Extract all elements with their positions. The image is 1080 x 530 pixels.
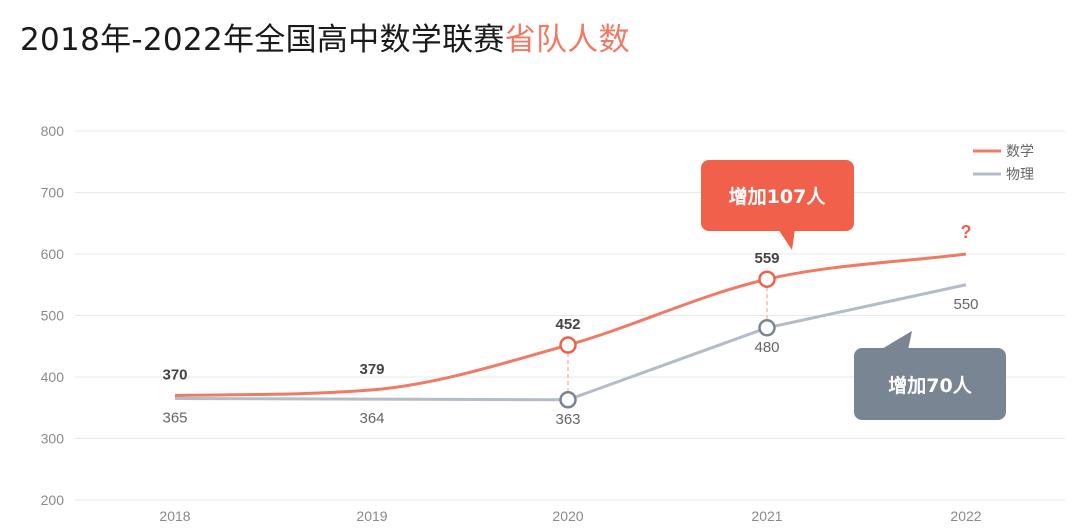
y-tick-500: 500 [41, 308, 65, 324]
physics-point-2020 [559, 391, 577, 409]
title-highlight: 省队人数 [504, 22, 630, 58]
physics-label-2020: 363 [555, 411, 580, 428]
callout-math: 增加107人 [701, 160, 854, 250]
math-label-2018: 370 [162, 366, 187, 383]
legend-label-math: 数学 [1006, 144, 1034, 160]
x-tick-2019: 2019 [356, 508, 387, 524]
callout-physics-text: 增加70人 [888, 374, 972, 397]
x-tick-2020: 2020 [552, 508, 583, 524]
x-tick-2018: 2018 [159, 508, 190, 524]
y-tick-300: 300 [41, 431, 65, 447]
physics-point-2021 [758, 319, 776, 337]
callout-physics: 增加70人 [854, 331, 1006, 420]
math-label-2019: 379 [359, 361, 384, 378]
physics-label-2022: 550 [953, 296, 978, 313]
callout-math-box [701, 160, 854, 231]
physics-label-2021: 480 [754, 339, 779, 356]
math-point-2020 [559, 336, 577, 354]
x-tick-2021: 2021 [751, 508, 782, 524]
callout-math-tail [778, 229, 795, 250]
chart-title: 2018年-2022年全国高中数学联赛省队人数 [20, 14, 630, 59]
math-label-2021: 559 [754, 250, 779, 267]
x-tick-2022: 2022 [950, 508, 981, 524]
y-tick-400: 400 [41, 369, 65, 385]
callout-physics-box [854, 348, 1006, 420]
y-tick-200: 200 [41, 492, 65, 508]
math-label-2022: ? [961, 222, 972, 242]
title-main: 2018年-2022年全国高中数学联赛 [20, 22, 505, 58]
callout-math-text: 增加107人 [729, 185, 827, 208]
math-point-2021 [758, 270, 776, 288]
callout-physics-tail [880, 331, 912, 350]
physics-label-2019: 364 [359, 410, 384, 427]
physics-label-2018: 365 [162, 410, 187, 427]
y-tick-800: 800 [41, 123, 65, 139]
legend-label-physics: 物理 [1006, 167, 1034, 183]
y-tick-700: 700 [41, 185, 65, 201]
y-tick-600: 600 [41, 246, 65, 262]
math-label-2020: 452 [555, 316, 580, 333]
